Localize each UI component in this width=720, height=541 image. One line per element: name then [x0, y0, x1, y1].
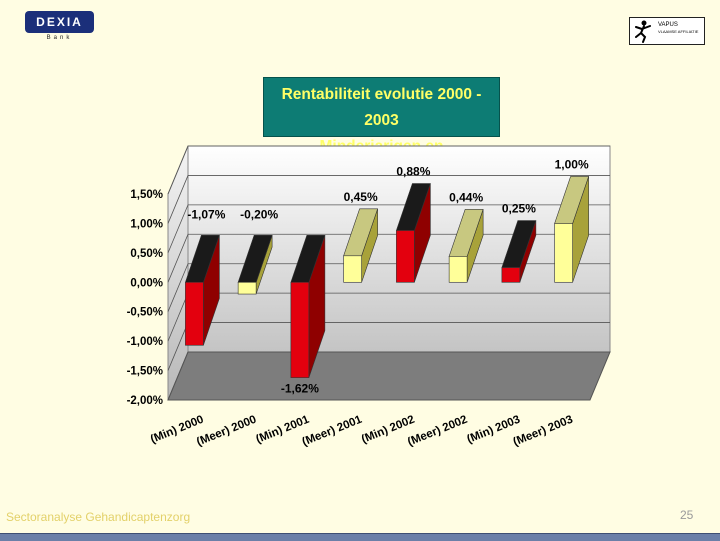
bar-meer-2001 — [343, 208, 379, 283]
gridline — [167, 204, 610, 254]
bar-front-face — [501, 267, 521, 283]
data-label: 0,25% — [502, 202, 536, 216]
bar-front-face — [343, 255, 362, 283]
bar-min-2002 — [395, 183, 431, 283]
x-tick-label: (Meer) 2003 — [512, 414, 575, 449]
y-tick-label: -0,50% — [127, 307, 163, 319]
bar-front-face — [185, 281, 204, 346]
bar-front-face — [396, 230, 415, 283]
bottom-bar — [0, 533, 720, 541]
vapus-logo-title: VAPUS — [658, 22, 678, 28]
gridline — [167, 351, 610, 401]
y-tick-label: 1,00% — [130, 218, 163, 230]
x-tick-label: (Meer) 2000 — [195, 414, 258, 449]
data-label: -1,07% — [187, 207, 225, 221]
bar-front-face — [237, 281, 257, 295]
vapus-logo: VAPUS VLAAMSE AFFILIATIE — [629, 17, 705, 45]
data-label: 0,45% — [344, 190, 378, 204]
y-tick-label: 1,50% — [130, 189, 163, 201]
gridline — [167, 175, 610, 224]
bar-meer-2002 — [448, 209, 484, 283]
bar-meer-2000 — [237, 234, 273, 295]
data-label: -0,20% — [240, 207, 278, 221]
gridline — [167, 145, 610, 195]
bar-front-face — [290, 281, 310, 378]
dexia-logo-sub: Bank — [46, 35, 73, 41]
chart-title-line1: Rentabiliteit evolutie 2000 - 2003 — [281, 86, 482, 129]
chart-floor — [167, 351, 611, 401]
bar-min-2000 — [184, 234, 220, 346]
y-tick-label: 0,00% — [130, 277, 163, 289]
vapus-logo-subtitle: VLAAMSE AFFILIATIE — [658, 29, 699, 34]
x-tick-label: (Meer) 2002 — [406, 414, 469, 449]
running-figure-icon — [635, 20, 651, 43]
dexia-logo-plate: DEXIA — [25, 11, 94, 33]
data-label: 0,88% — [396, 164, 430, 178]
page-number: 25 — [680, 508, 694, 522]
bar-front-face — [554, 223, 573, 283]
bar-min-2001 — [290, 234, 326, 378]
y-tick-label: -2,00% — [127, 395, 163, 407]
data-label: 0,44% — [449, 190, 483, 204]
dexia-bank-logo: DEXIA Bank — [25, 11, 94, 43]
bar-min-2003 — [501, 220, 537, 283]
data-label: 1,00% — [555, 157, 589, 171]
footer-text: Sectoranalyse Gehandicaptenzorg — [6, 510, 191, 524]
x-tick-label: (Meer) 2001 — [301, 413, 365, 448]
y-tick-label: -1,00% — [127, 336, 163, 348]
bar-front-face — [448, 256, 468, 283]
y-tick-label: 0,50% — [130, 248, 163, 260]
bar-meer-2003 — [554, 176, 590, 283]
y-tick-label: -1,50% — [127, 366, 163, 378]
data-label: -1,62% — [281, 382, 319, 396]
